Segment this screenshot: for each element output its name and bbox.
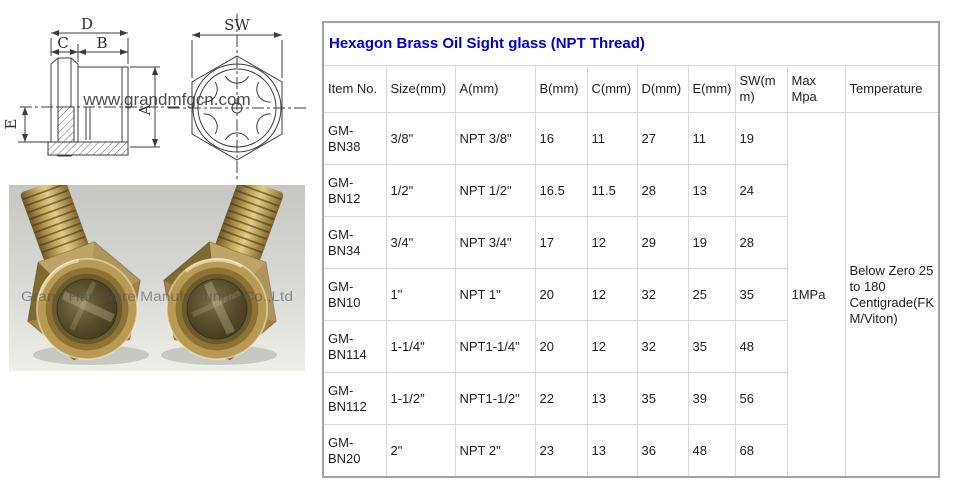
table-cell: 32 <box>636 320 689 373</box>
table-cell: GM-BN114 <box>322 320 387 373</box>
table-cell: 22 <box>534 372 588 425</box>
column-header-item-no: Item No. <box>322 65 387 113</box>
table-cell: 35 <box>687 320 736 373</box>
table-cell: 12 <box>586 320 638 373</box>
column-header-sw: SW(mm) <box>734 65 788 113</box>
column-header-c: C(mm) <box>586 65 638 113</box>
temperature-cell: Below Zero 25 to 180 Centigrade(FKM/Vito… <box>844 112 940 478</box>
table-cell: GM-BN20 <box>322 424 387 478</box>
table-cell: 28 <box>734 216 788 269</box>
table-cell: 48 <box>687 424 736 478</box>
table-cell: 11 <box>687 112 736 165</box>
table-cell: NPT1-1/4" <box>454 320 536 373</box>
table-cell: 3/4" <box>385 216 456 269</box>
column-header-e: E(mm) <box>687 65 736 113</box>
table-cell: NPT1-1/2" <box>454 372 536 425</box>
table-row: GM-BN12 1/2" NPT 1/2" 16.5 11.5 28 13 24 <box>322 164 939 217</box>
column-header-d: D(mm) <box>636 65 689 113</box>
table-cell: 23 <box>534 424 588 478</box>
column-header-temperature: Temperature <box>844 65 940 113</box>
side-view <box>18 30 180 157</box>
dim-label-e: E <box>2 119 20 130</box>
photo-watermark: Grand Hardware Manufacturing Co.,Ltd <box>21 288 293 304</box>
table-row: GM-BN20 2" NPT 2" 23 13 36 48 68 <box>322 424 939 478</box>
table-cell: GM-BN10 <box>322 268 387 321</box>
table-cell: 48 <box>734 320 788 373</box>
technical-drawing: D C B E A SW www.grandmfgcn.com <box>2 14 308 180</box>
table-row: GM-BN114 1-1/4" NPT1-1/4" 20 12 32 35 48 <box>322 320 939 373</box>
spec-table: Hexagon Brass Oil Sight glass (NPT Threa… <box>322 21 941 478</box>
table-cell: 20 <box>534 268 588 321</box>
table-cell: 16.5 <box>534 164 588 217</box>
table-row: GM-BN112 1-1/2" NPT1-1/2" 22 13 35 39 56 <box>322 372 939 425</box>
table-cell: 11.5 <box>586 164 638 217</box>
table-cell: NPT 3/8" <box>454 112 536 165</box>
dim-label-c: C <box>57 34 68 52</box>
drawing-watermark: www.grandmfgcn.com <box>82 90 250 109</box>
table-header-row: Item No. Size(mm) A(mm) B(mm) C(mm) D(mm… <box>322 65 940 113</box>
table-cell: 2" <box>385 424 456 478</box>
table-cell: 1/2" <box>385 164 456 217</box>
table-cell: GM-BN112 <box>322 372 387 425</box>
table-cell: 32 <box>636 268 689 321</box>
table-cell: 35 <box>734 268 788 321</box>
table-cell: 24 <box>734 164 788 217</box>
page-title: Hexagon Brass Oil Sight glass (NPT Threa… <box>322 21 940 66</box>
table-cell: 19 <box>734 112 788 165</box>
table-cell: 25 <box>687 268 736 321</box>
table-row: GM-BN34 3/4" NPT 3/4" 17 12 29 19 28 <box>322 216 939 269</box>
dim-label-b: B <box>96 34 107 52</box>
table-cell: NPT 3/4" <box>454 216 536 269</box>
column-header-b: B(mm) <box>534 65 588 113</box>
dim-label-d: D <box>81 15 93 33</box>
table-cell: 35 <box>636 372 689 425</box>
table-cell: 28 <box>636 164 689 217</box>
table-cell: 13 <box>586 424 638 478</box>
table-cell: 68 <box>734 424 788 478</box>
spec-table-body: Hexagon Brass Oil Sight glass (NPT Threa… <box>322 21 940 478</box>
max-mpa-cell: 1MPa <box>786 112 846 478</box>
front-view <box>168 14 308 180</box>
table-cell: 1-1/4" <box>385 320 456 373</box>
table-cell: 13 <box>687 164 736 217</box>
table-cell: 20 <box>534 320 588 373</box>
table-cell: 1-1/2" <box>385 372 456 425</box>
dim-label-sw: SW <box>224 16 250 34</box>
column-header-size: Size(mm) <box>385 65 456 113</box>
product-photo: Grand Hardware Manufacturing Co.,Ltd <box>9 185 305 371</box>
table-cell: 56 <box>734 372 788 425</box>
table-cell: NPT 2" <box>454 424 536 478</box>
table-row: GM-BN38 3/8" NPT 3/8" 16 11 27 11 19 1MPa Below Z… <box>322 112 940 478</box>
table-cell: 27 <box>636 112 689 165</box>
table-cell: 19 <box>687 216 736 269</box>
table-cell: 16 <box>534 112 588 165</box>
table-cell: 3/8" <box>385 112 456 165</box>
column-header-max-mpa: Max Mpa <box>786 65 846 113</box>
table-cell: GM-BN38 <box>322 112 387 165</box>
table-cell: 11 <box>586 112 638 165</box>
table-cell: 17 <box>534 216 588 269</box>
table-cell: 12 <box>586 216 638 269</box>
table-cell: GM-BN12 <box>322 164 387 217</box>
table-cell: 13 <box>586 372 638 425</box>
dim-label-a: A <box>136 104 154 116</box>
table-cell: 29 <box>636 216 689 269</box>
table-cell: 36 <box>636 424 689 478</box>
table-cell: NPT 1" <box>454 268 536 321</box>
column-header-a: A(mm) <box>454 65 536 113</box>
table-cell: 12 <box>586 268 638 321</box>
table-cell: NPT 1/2" <box>454 164 536 217</box>
table-cell: GM-BN34 <box>322 216 387 269</box>
table-cell: 1" <box>385 268 456 321</box>
table-title-row: Hexagon Brass Oil Sight glass (NPT Threa… <box>322 21 940 66</box>
table-cell: 39 <box>687 372 736 425</box>
